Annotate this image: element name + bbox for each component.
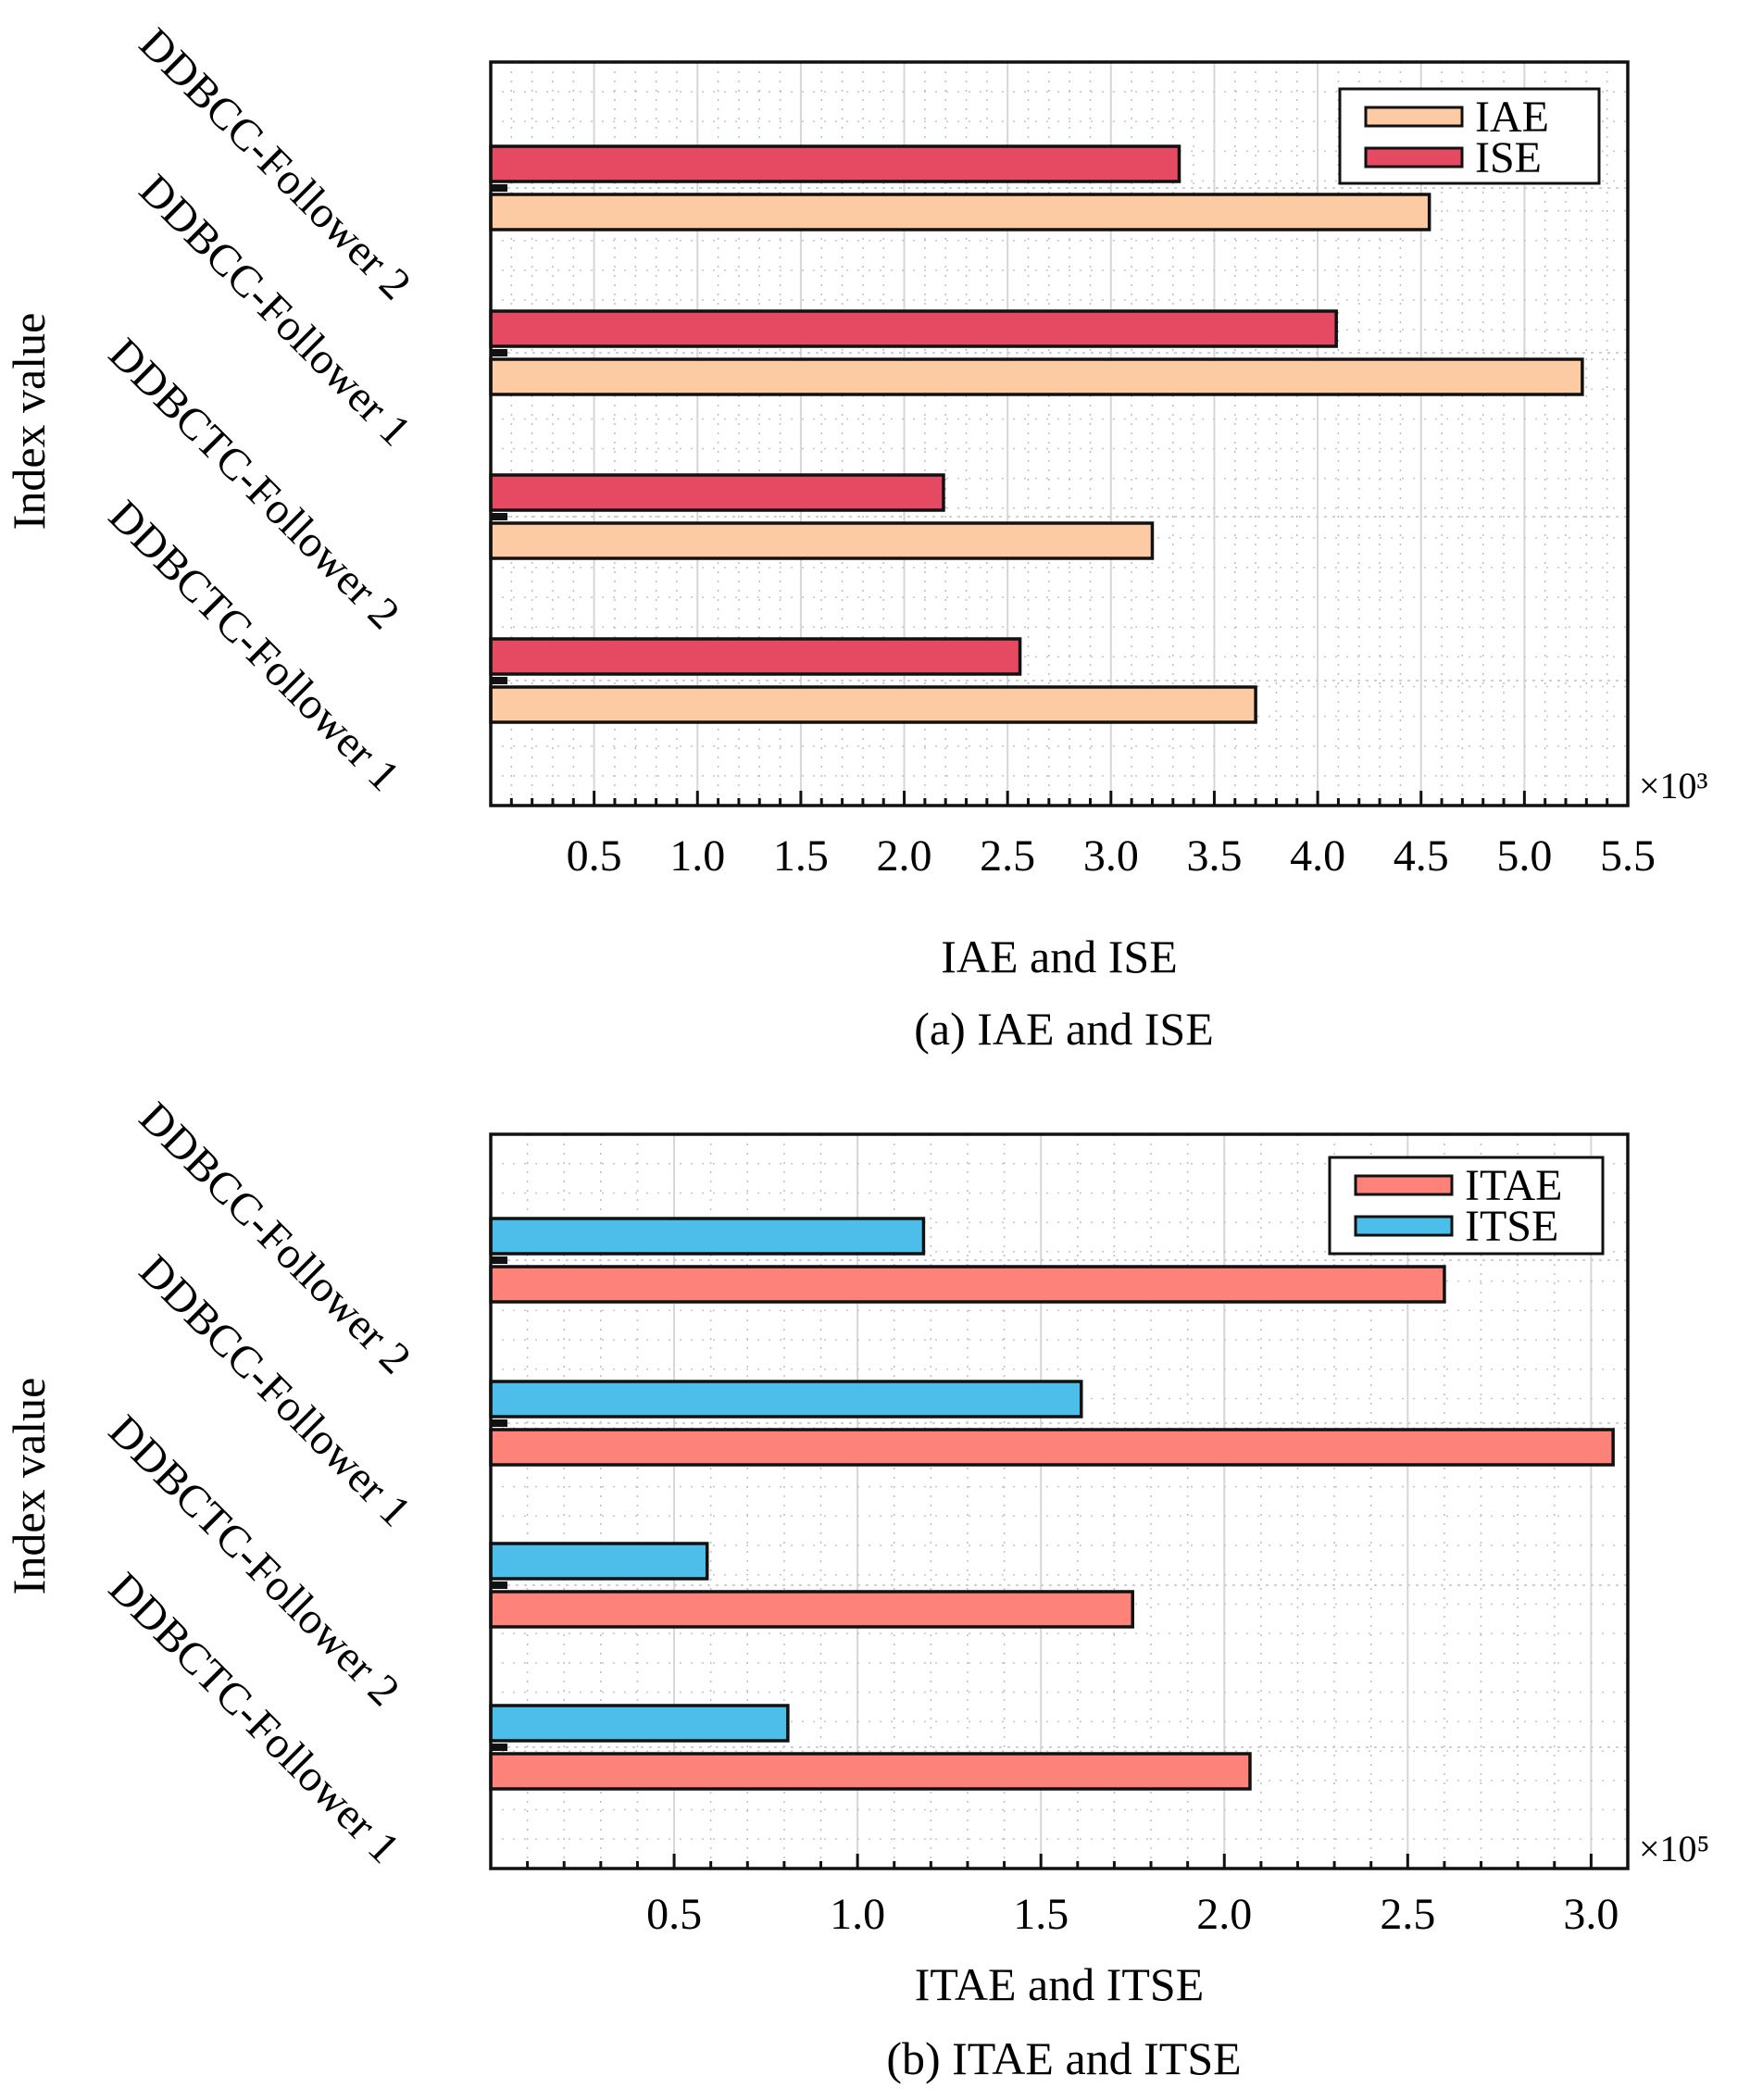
bar-base-mark: [491, 513, 507, 520]
axis-multiplier: ×10⁵: [1639, 1828, 1710, 1869]
axis-multiplier: ×10³: [1639, 765, 1708, 806]
plot-area: [491, 1134, 1628, 1869]
chart-b: 0.5 1.0 1.5 2.0 2.5 3.0 ×10⁵ DDBCC-Follower 2 DD…: [3, 1093, 1710, 2084]
x-tick-label: 3.5: [1186, 831, 1242, 881]
plot-area: [491, 62, 1628, 806]
figure-caption: (a) IAE and ISE: [914, 1003, 1214, 1055]
legend-label-itse: ITSE: [1465, 1202, 1558, 1251]
legend-swatch-ise: [1364, 146, 1464, 169]
y-axis-title: Index value: [3, 1378, 55, 1595]
category-label: DDBCC-Follower 2: [130, 19, 420, 309]
x-tick-label: 2.5: [980, 831, 1035, 881]
bar-ise: [489, 144, 1181, 183]
legend-box: [1338, 87, 1601, 185]
bar-base-mark: [491, 1744, 507, 1751]
x-tick-label: 1.5: [773, 831, 829, 881]
chart-a: 0.5 1.0 1.5 2.0 2.5 3.0 3.5 4.0 4.5 5.0 5.5 ×10³ DDB…: [3, 19, 1708, 1055]
x-tick-label: 0.5: [646, 1890, 702, 1939]
figure-caption: (b) ITAE and ITSE: [886, 2032, 1241, 2084]
x-ticks: [526, 1854, 1630, 1869]
bar-ise: [489, 309, 1338, 348]
plot-frame: [489, 60, 1630, 807]
x-tick-label: 1.0: [830, 1890, 885, 1939]
bar-iae: [489, 685, 1257, 724]
bar-itae: [489, 1590, 1134, 1629]
legend-label-itae: ITAE: [1465, 1161, 1562, 1210]
x-tick-label: 4.0: [1290, 831, 1345, 881]
bar-itae: [489, 1428, 1615, 1467]
legend-box: [1328, 1156, 1605, 1256]
legend-swatch-itse: [1354, 1215, 1454, 1237]
legend-swatch-iae: [1364, 106, 1464, 128]
x-tick-label: 1.0: [669, 831, 725, 881]
bar-iae: [489, 521, 1155, 560]
x-tick-label: 4.5: [1394, 831, 1449, 881]
bar-base-mark: [491, 349, 507, 356]
bar-itse: [489, 1217, 926, 1256]
legend-label-iae: IAE: [1475, 93, 1549, 142]
x-ticks: [509, 791, 1630, 806]
bar-base-mark: [491, 184, 507, 192]
x-tick-label: 5.5: [1600, 831, 1656, 881]
x-tick-label: 3.0: [1083, 831, 1139, 881]
legend-label-ise: ISE: [1475, 133, 1542, 182]
bar-itse: [489, 1704, 790, 1743]
legend-swatch-itae: [1354, 1174, 1454, 1196]
x-tick-label: 2.0: [877, 831, 932, 881]
category-label: DDBCTC-Follower 1: [99, 491, 408, 800]
y-axis-title: Index value: [3, 313, 55, 531]
bar-iae: [489, 357, 1584, 396]
category-label: DDBCC-Follower 2: [130, 1093, 420, 1383]
bar-itse: [489, 1542, 709, 1581]
x-tick-label: 1.5: [1013, 1890, 1069, 1939]
bar-itse: [489, 1380, 1083, 1419]
bar-itae: [489, 1265, 1446, 1304]
bar-ise: [489, 473, 945, 512]
bar-base-mark: [491, 1419, 507, 1427]
x-tick-label: 3.0: [1563, 1890, 1619, 1939]
x-tick-label: 2.0: [1196, 1890, 1252, 1939]
x-tick-label: 0.5: [567, 831, 622, 881]
bar-itae: [489, 1752, 1252, 1791]
bar-base-mark: [491, 677, 507, 684]
bar-iae: [489, 193, 1431, 231]
x-tick-label: 5.0: [1496, 831, 1552, 881]
x-tick-label: 2.5: [1380, 1890, 1435, 1939]
x-axis-title: IAE and ISE: [941, 931, 1178, 982]
plot-frame: [489, 1132, 1630, 1870]
bar-base-mark: [491, 1581, 507, 1589]
bar-base-mark: [491, 1256, 507, 1264]
x-axis-title: ITAE and ITSE: [915, 1958, 1205, 2010]
category-label: DDBCTC-Follower 1: [99, 1563, 408, 1872]
bar-ise: [489, 637, 1022, 676]
